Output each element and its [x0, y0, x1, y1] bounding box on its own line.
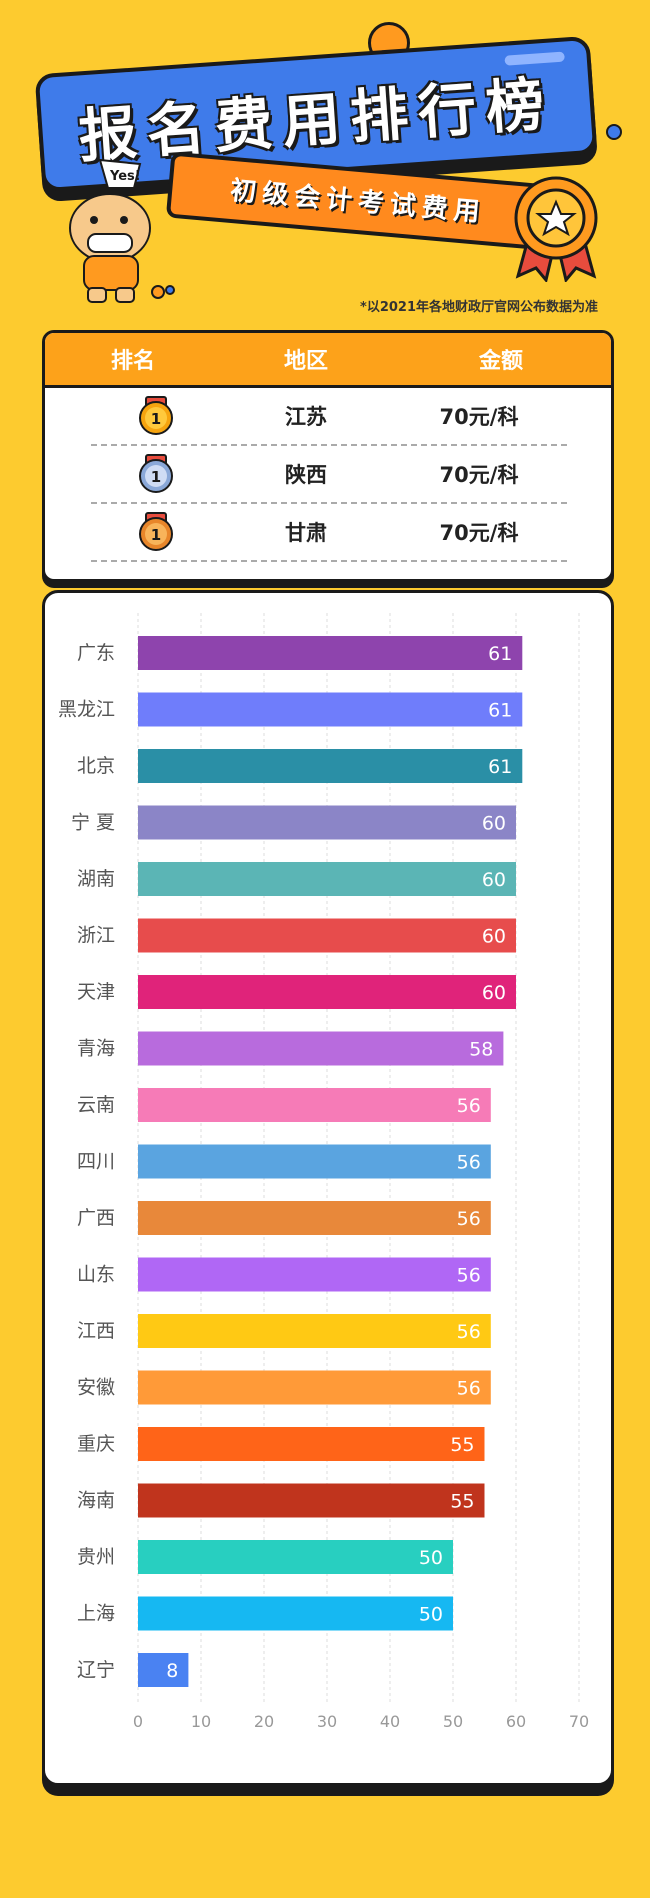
bar-value-label: 56 [457, 1378, 481, 1400]
bar [138, 1257, 491, 1292]
bar-value-label: 50 [419, 1604, 443, 1626]
bar-value-label: 8 [166, 1660, 178, 1682]
region-cell: 甘肃 [285, 521, 327, 545]
dot-decoration [606, 124, 622, 140]
gold-medal-icon: 1 [139, 396, 173, 435]
category-label: 广西 [77, 1207, 115, 1229]
x-tick-label: 60 [506, 1712, 526, 1731]
rank-number: 1 [151, 526, 161, 544]
page-subtitle: 初级会计考试费用 [229, 175, 487, 229]
bar-value-label: 56 [457, 1152, 481, 1174]
rank-number: 1 [151, 410, 161, 428]
bar [138, 1370, 491, 1405]
category-label: 贵州 [77, 1546, 115, 1568]
bar-value-label: 56 [457, 1321, 481, 1343]
category-label: 山东 [77, 1264, 115, 1286]
bar [138, 749, 523, 783]
category-label: 广东 [77, 642, 115, 664]
bar-value-label: 61 [488, 700, 512, 722]
x-tick-label: 0 [133, 1712, 143, 1731]
bar [138, 636, 523, 670]
bar [138, 1427, 485, 1461]
bar-value-label: 58 [469, 1039, 493, 1061]
bar-value-label: 60 [482, 813, 506, 835]
amount-cell: 70元/科 [439, 405, 519, 429]
x-tick-label: 30 [317, 1712, 337, 1731]
x-tick-label: 40 [380, 1712, 400, 1731]
x-tick-label: 10 [191, 1712, 211, 1731]
bar-value-label: 56 [457, 1265, 481, 1287]
bar-value-label: 50 [419, 1547, 443, 1569]
amount-cell: 70元/科 [439, 521, 519, 545]
category-label: 宁 夏 [71, 812, 115, 834]
x-tick-label: 20 [254, 1712, 274, 1731]
bar [138, 1596, 453, 1631]
category-label: 海南 [77, 1490, 115, 1512]
table-header: 排名 地区 金额 [45, 333, 611, 388]
silver-medal-icon: 1 [139, 454, 173, 493]
bar-value-label: 61 [488, 643, 512, 665]
bar [138, 1540, 453, 1574]
chart-card: 0 10 20 30 40 50 60 70 广东 61 黑龙江 61 北京 61 宁 夏 60 湖南 60 浙江 6… [42, 590, 614, 1786]
header: 报名费用排行榜 初级会计考试费用 Yes! *以2021年各地财政厅官网公布数据… [0, 0, 650, 320]
bar-value-label: 60 [482, 926, 506, 948]
category-label: 云南 [77, 1094, 115, 1116]
medal-icon [514, 176, 598, 282]
bar [138, 692, 523, 727]
bar [138, 1314, 491, 1348]
bar [138, 862, 516, 896]
header-region: 地区 [283, 349, 328, 374]
header-rank: 排名 [110, 349, 155, 374]
bar [138, 918, 516, 953]
category-label: 上海 [77, 1603, 115, 1625]
category-label: 浙江 [77, 925, 115, 947]
category-label: 青海 [77, 1038, 115, 1060]
bar-value-label: 60 [482, 982, 506, 1004]
category-label: 安徽 [77, 1377, 115, 1399]
mascot-image: Yes! [69, 158, 175, 303]
table-row: 1 陕西 70元/科 [91, 446, 567, 504]
rank-number: 1 [151, 468, 161, 486]
bar [138, 975, 516, 1009]
bar [138, 805, 516, 840]
bar-value-label: 55 [450, 1491, 474, 1513]
data-source-note: *以2021年各地财政厅官网公布数据为准 [360, 300, 598, 315]
category-label: 湖南 [77, 868, 115, 890]
category-label: 重庆 [77, 1433, 115, 1455]
ranking-table: 排名 地区 金额 1 江苏 70元/科 1 陕西 70元/科 [42, 330, 614, 582]
bronze-medal-icon: 1 [139, 512, 173, 551]
category-label: 辽宁 [77, 1659, 115, 1681]
bar-chart: 0 10 20 30 40 50 60 70 广东 61 黑龙江 61 北京 61 宁 夏 60 湖南 60 浙江 6… [58, 613, 589, 1731]
bar [138, 1031, 504, 1066]
bar [138, 1483, 485, 1518]
bar-value-label: 61 [488, 756, 512, 778]
table-row: 1 江苏 70元/科 [91, 388, 567, 446]
category-label: 黑龙江 [58, 699, 115, 721]
bar-value-label: 60 [482, 869, 506, 891]
bar [138, 1144, 491, 1179]
bar [138, 1088, 491, 1122]
bar-value-label: 56 [457, 1095, 481, 1117]
category-label: 四川 [77, 1151, 115, 1173]
x-tick-label: 50 [443, 1712, 463, 1731]
category-label: 天津 [77, 981, 115, 1003]
header-amount: 金额 [478, 349, 523, 374]
bar [138, 1201, 491, 1235]
region-cell: 陕西 [285, 463, 327, 487]
bar-value-label: 55 [450, 1434, 474, 1456]
bar [138, 1653, 189, 1687]
x-tick-label: 70 [569, 1712, 589, 1731]
region-cell: 江苏 [285, 405, 327, 429]
category-label: 北京 [77, 755, 115, 777]
table-row: 1 甘肃 70元/科 [91, 504, 567, 562]
mascot-bubble-text: Yes! [109, 169, 141, 184]
category-label: 江西 [77, 1320, 115, 1342]
bar-value-label: 56 [457, 1208, 481, 1230]
amount-cell: 70元/科 [439, 463, 519, 487]
